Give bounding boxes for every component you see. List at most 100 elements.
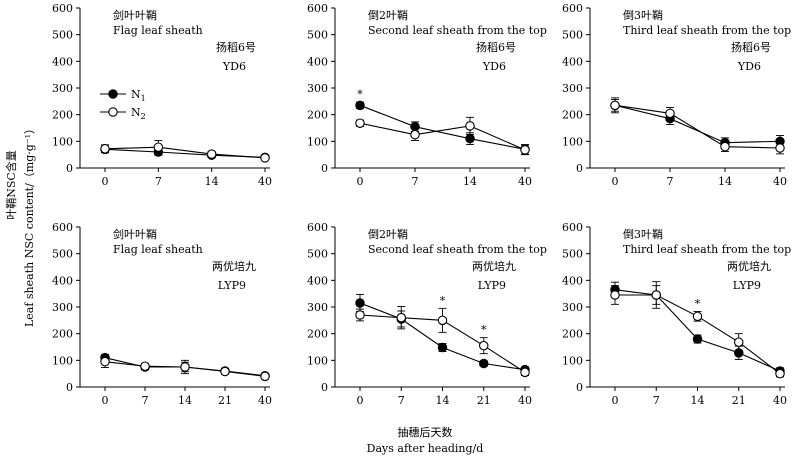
x-tick-label: 40	[773, 394, 787, 407]
y-tick-label: 400	[52, 274, 73, 287]
panel-title-cn: 倒3叶鞘	[623, 8, 663, 22]
data-point-n2	[520, 367, 530, 378]
chart-panel-3: 0 100 200 300 400 500 600 0 7 14 40 倒3叶鞘 Third leaf …	[562, 2, 791, 188]
y-tick-label: 100	[307, 354, 328, 367]
panel-title-cn: 剑叶叶鞘	[113, 8, 157, 22]
data-point-n2	[437, 315, 448, 326]
data-point-n2	[733, 337, 744, 347]
y-tick-label: 100	[562, 135, 583, 148]
panel-title-en: Third leaf sheath from the top	[623, 24, 791, 37]
panel-title-en: Flag leaf sheath	[113, 24, 203, 37]
panel-title-en: Second leaf sheath from the top	[368, 243, 547, 256]
y-tick-label: 200	[562, 109, 583, 122]
panel-title-en: Second leaf sheath from the top	[368, 24, 547, 37]
data-point-n1	[478, 358, 489, 369]
data-point-n2	[775, 368, 785, 379]
chart-panel-1: 0 100 200 300 400 500 600 0 7 14 40 剑叶叶鞘 Flag leaf s…	[52, 2, 272, 188]
x-tick-label: 7	[155, 175, 162, 188]
x-tick-label: 0	[357, 175, 364, 188]
x-tick-label: 14	[691, 394, 705, 407]
y-tick-label: 500	[307, 29, 328, 42]
y-tick-label: 300	[52, 301, 73, 314]
x-tick-label: 21	[732, 394, 746, 407]
y-axis-label-en: Leaf sheath NSC content/（mg·g⁻¹）	[23, 123, 36, 327]
y-tick-label: 300	[307, 301, 328, 314]
data-point-n1	[410, 121, 420, 132]
data-point-n2	[720, 141, 730, 152]
data-point-n2	[153, 142, 164, 152]
y-tick-label: 200	[562, 328, 583, 341]
cultivar-name-cn: 两优培九	[727, 259, 771, 273]
significance-star: *	[357, 88, 363, 101]
x-tick-label: 0	[612, 394, 619, 407]
data-point-n1	[733, 348, 744, 358]
series-line-n1	[359, 104, 526, 150]
x-tick-label: 40	[258, 175, 272, 188]
chart-panel-2: 0 100 200 300 400 500 600 0 7 14 40 倒2叶鞘 Second leaf…	[307, 2, 547, 188]
data-point-n2	[520, 145, 530, 155]
y-tick-label: 600	[52, 2, 73, 15]
x-tick-label: 40	[518, 394, 532, 407]
y-tick-label: 200	[307, 328, 328, 341]
cultivar-name-en: LYP9	[218, 279, 246, 292]
y-tick-label: 300	[562, 301, 583, 314]
y-tick-label: 600	[307, 2, 328, 15]
y-tick-label: 600	[562, 221, 583, 234]
cultivar-name-cn: 两优培九	[472, 259, 516, 273]
y-tick-label: 400	[307, 55, 328, 68]
cultivar-name-cn: 扬稻6号	[216, 40, 256, 54]
x-tick-label: 0	[612, 175, 619, 188]
data-point-n2	[260, 153, 270, 163]
data-point-n2	[355, 118, 365, 128]
y-tick-label: 400	[307, 274, 328, 287]
y-tick-label: 400	[562, 274, 583, 287]
y-tick-label: 400	[52, 55, 73, 68]
series-line-n2	[359, 122, 526, 151]
data-point-n2	[355, 310, 365, 320]
y-tick-label: 200	[307, 109, 328, 122]
x-tick-label: 21	[477, 394, 491, 407]
data-point-n2	[206, 149, 217, 159]
panel-title-cn: 倒3叶鞘	[623, 227, 663, 241]
data-point-n2	[478, 340, 489, 351]
cultivar-name-en: YD6	[482, 60, 506, 73]
y-tick-label: 0	[321, 162, 328, 175]
x-tick-label: 40	[773, 175, 787, 188]
x-axis-label-en: Days after heading/d	[367, 442, 484, 455]
y-tick-label: 100	[52, 135, 73, 148]
chart-panel-5: 0 100 200 300 400 500 600 0 7 14 21 40 倒2叶鞘 Second le…	[307, 221, 547, 407]
cultivar-name-en: YD6	[737, 60, 761, 73]
cultivar-name-cn: 两优培九	[212, 259, 256, 273]
series-line-n2	[614, 104, 781, 149]
panel-title-cn: 剑叶叶鞘	[113, 227, 157, 241]
y-tick-label: 300	[562, 82, 583, 95]
y-tick-label: 500	[562, 248, 583, 261]
y-tick-label: 0	[66, 162, 73, 175]
panel-title-cn: 倒2叶鞘	[368, 8, 408, 22]
data-point-n1	[692, 334, 703, 344]
data-point-n2	[260, 371, 270, 382]
y-axis-label-cn: 叶鞘NSC含量	[4, 150, 18, 220]
data-point-n1	[437, 342, 448, 353]
y-tick-label: 100	[307, 135, 328, 148]
data-point-n2	[100, 356, 110, 367]
y-tick-label: 400	[562, 55, 583, 68]
x-tick-label: 40	[518, 175, 532, 188]
y-tick-label: 500	[52, 248, 73, 261]
significance-star: *	[481, 324, 487, 337]
x-tick-label: 14	[463, 175, 477, 188]
y-tick-label: 0	[576, 162, 583, 175]
x-tick-label: 0	[102, 394, 109, 407]
x-axis-label-cn: 抽穗后天数	[398, 425, 453, 439]
y-tick-label: 0	[576, 381, 583, 394]
x-tick-label: 7	[653, 394, 660, 407]
x-tick-label: 7	[667, 175, 674, 188]
y-tick-label: 0	[66, 381, 73, 394]
data-point-n2	[651, 290, 661, 300]
y-tick-label: 0	[321, 381, 328, 394]
data-point-n1	[355, 298, 365, 308]
significance-star: *	[695, 298, 701, 311]
chart-panel-6: 0 100 200 300 400 500 600 0 7 14 21 40 倒3叶鞘 Third lea…	[562, 221, 791, 407]
legend-marker-n2	[108, 107, 118, 117]
